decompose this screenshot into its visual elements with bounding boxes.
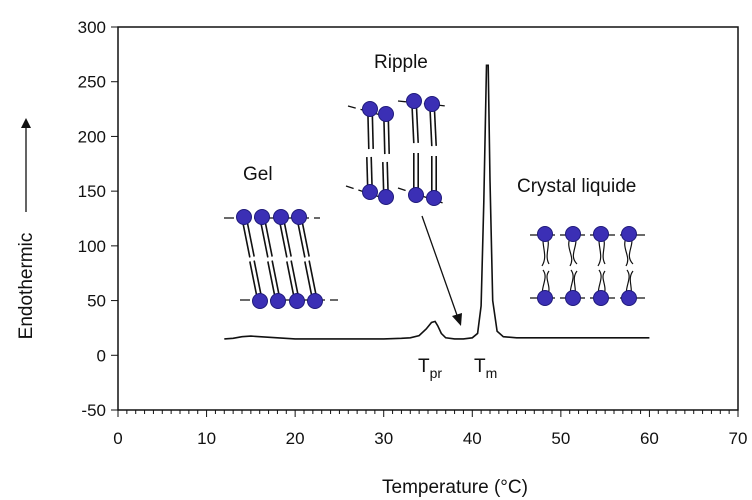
lipid-head: [406, 93, 422, 109]
lipid-head: [537, 290, 553, 306]
label-crystal-liquide: Crystal liquide: [517, 176, 636, 197]
lipid-head: [565, 290, 581, 306]
crystal-liquid-bilayer-diagram: [530, 226, 650, 306]
x-tick-label: 50: [551, 429, 570, 448]
y-tick-label: 200: [78, 127, 106, 146]
y-tick-label: 300: [78, 18, 106, 37]
lipid-head: [362, 184, 378, 200]
x-tick-label: 60: [640, 429, 659, 448]
lipid-head: [565, 226, 581, 242]
x-tick-label: 70: [729, 429, 748, 448]
plot-frame: [117, 26, 739, 411]
lipid-head: [307, 293, 323, 309]
y-tick-label: 100: [78, 237, 106, 256]
y-axis: -50 0 50 100 150 200 250 300: [78, 18, 118, 420]
y-tick-label: 250: [78, 73, 106, 92]
lipid-head: [362, 101, 378, 117]
label-tm: Tm: [474, 356, 497, 381]
x-tick-label: 0: [113, 429, 122, 448]
lipid-head: [537, 226, 553, 242]
y-tick-label: 0: [97, 346, 106, 365]
lipid-head: [621, 290, 637, 306]
y-axis-arrow-head: [21, 118, 31, 128]
x-tick-label: 30: [374, 429, 393, 448]
label-ripple: Ripple: [374, 52, 428, 73]
ripple-bilayer-diagram: [345, 93, 447, 206]
lipid-head: [593, 226, 609, 242]
label-tpr-sub: pr: [430, 365, 443, 381]
y-tick-label: 50: [87, 292, 106, 311]
y-axis-title: Endothermic: [16, 233, 37, 340]
lipid-head: [378, 189, 394, 205]
x-tick-label: 20: [286, 429, 305, 448]
lipid-head: [289, 293, 305, 309]
lipid-head: [408, 187, 424, 203]
y-axis-title-group: Endothermic: [16, 118, 37, 339]
dsc-curve: [224, 64, 650, 340]
y-tick-label: -50: [81, 401, 106, 420]
lipid-head: [291, 209, 307, 225]
lipid-head: [252, 293, 268, 309]
lipid-head: [621, 226, 637, 242]
ripple-surface-top-left: [347, 105, 393, 119]
plot-border: [117, 26, 739, 411]
lipid-head: [273, 209, 289, 225]
gel-bilayer-diagram: [224, 209, 338, 309]
y-tick-label: 150: [78, 182, 106, 201]
lipid-head: [270, 293, 286, 309]
x-tick-label: 40: [463, 429, 482, 448]
label-tpr-main: T: [418, 356, 430, 377]
x-axis: 0 10 20 30 40 50 60 70: [113, 410, 747, 448]
lipid-head: [236, 209, 252, 225]
ripple-arrow: [421, 215, 462, 326]
x-tick-label: 10: [197, 429, 216, 448]
lipid-head: [593, 290, 609, 306]
x-axis-title: Temperature (°C): [382, 477, 528, 498]
lipid-head: [424, 96, 440, 112]
label-tpr: Tpr: [418, 356, 442, 381]
lipid-head: [378, 106, 394, 122]
label-tm-sub: m: [486, 365, 498, 381]
label-tm-main: T: [474, 356, 486, 377]
lipid-head: [426, 190, 442, 206]
lipid-head: [254, 209, 270, 225]
label-gel: Gel: [243, 164, 273, 185]
